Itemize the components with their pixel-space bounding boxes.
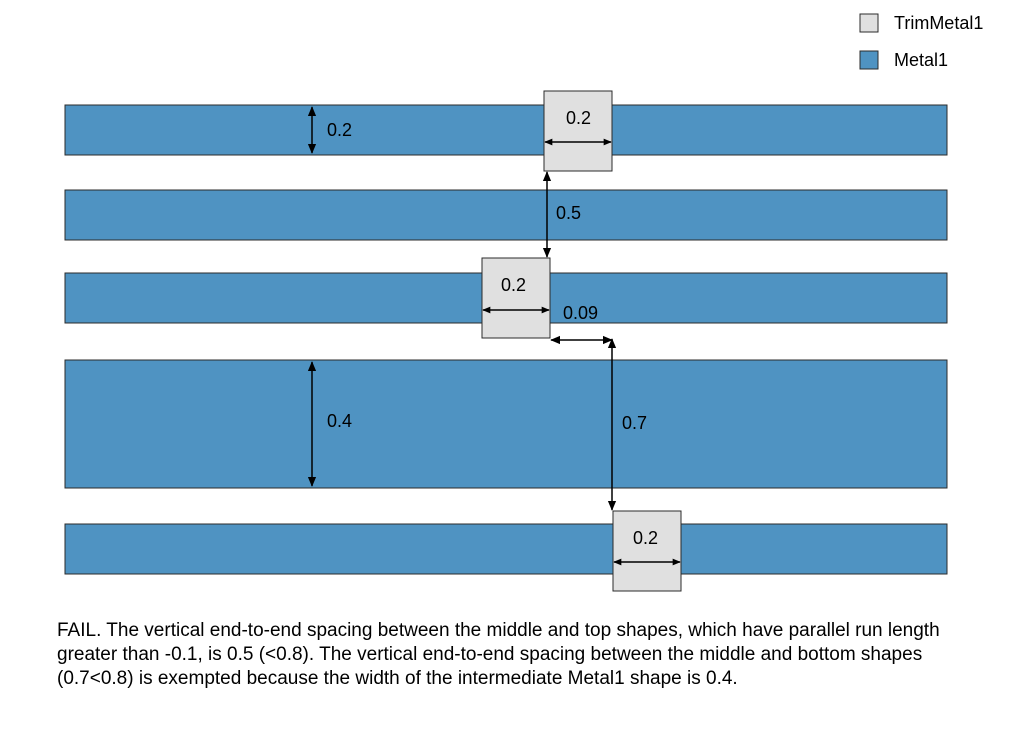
metal1-shape-1 — [64, 104, 948, 156]
label-trim-width-middle: 0.2 — [501, 275, 526, 295]
metal1-shapes — [64, 104, 948, 575]
legend-swatch-trimmetal1 — [859, 13, 879, 33]
label-trim-width-bottom: 0.2 — [633, 528, 658, 548]
trim-shape-middle — [481, 257, 551, 339]
trim-shape-top — [543, 90, 613, 172]
metal1-shape-2 — [64, 189, 948, 241]
rule-diagram: TrimMetal1 Metal1 0.2 0 — [64, 13, 983, 592]
legend-label-trimmetal1: TrimMetal1 — [894, 13, 983, 33]
legend-label-metal1: Metal1 — [894, 50, 948, 70]
label-trim-gap: 0.09 — [563, 303, 598, 323]
label-trim-width-top: 0.2 — [566, 108, 591, 128]
label-metal-width-wide: 0.4 — [327, 411, 352, 431]
legend: TrimMetal1 Metal1 — [859, 13, 983, 70]
metal1-shape-wide — [64, 359, 948, 489]
label-spacing-middle-bottom: 0.7 — [622, 413, 647, 433]
label-spacing-top-middle: 0.5 — [556, 203, 581, 223]
label-metal-width-top: 0.2 — [327, 120, 352, 140]
dimension-labels: 0.2 0.2 0.5 0.2 0.09 0.4 0.7 0.2 — [327, 108, 658, 548]
legend-swatch-metal1 — [859, 50, 879, 70]
metal1-shape-5 — [64, 523, 948, 575]
trim-shape-bottom — [612, 510, 682, 592]
result-caption: FAIL. The vertical end-to-end spacing be… — [57, 620, 940, 689]
trim-shapes — [481, 90, 682, 592]
dimension-arrows — [307, 106, 681, 566]
